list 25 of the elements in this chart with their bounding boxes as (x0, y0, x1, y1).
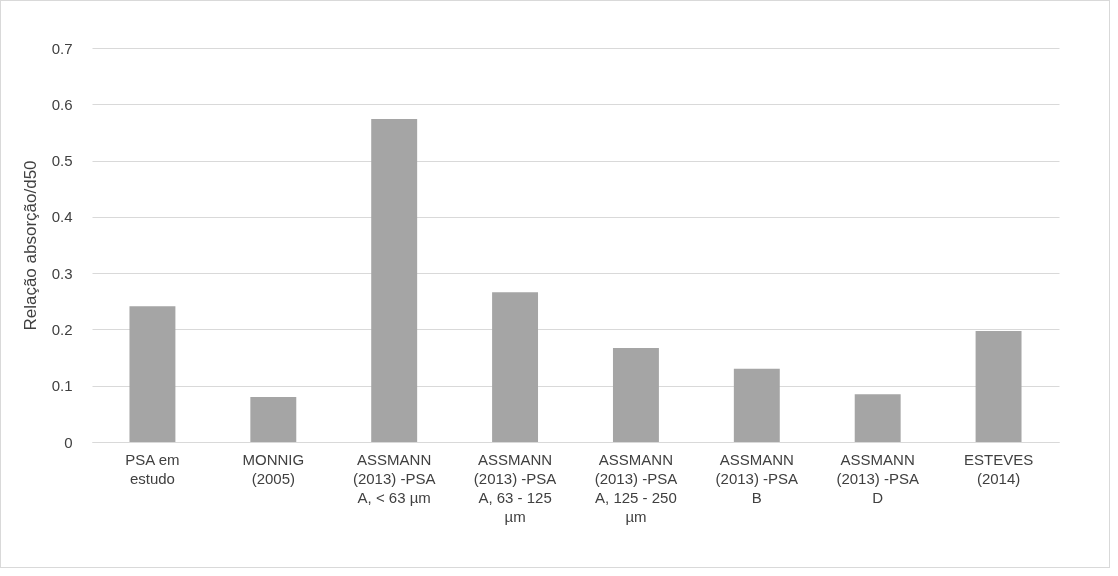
y-tick-label: 0.6 (51, 95, 73, 113)
x-tick-label: ASSMANN (2013) -PSA A, 63 - 125 µm (473, 450, 557, 525)
y-axis-title: Relação absorção/d50 (20, 160, 40, 331)
y-tick-label: 0 (64, 433, 73, 451)
y-tick-label: 0.1 (51, 377, 73, 395)
bar (250, 396, 297, 442)
bar (854, 394, 901, 442)
bar (975, 331, 1022, 442)
x-tick-label: ASSMANN (2013) -PSA D (836, 450, 919, 506)
bar (733, 368, 780, 442)
y-tick-label: 0.5 (51, 152, 73, 170)
y-tick-label: 0.4 (51, 208, 73, 226)
bar (492, 292, 539, 442)
x-tick-label: ASSMANN (2013) -PSA A, < 63 µm (352, 450, 436, 506)
y-tick-label: 0.3 (51, 264, 73, 282)
bar (129, 306, 176, 442)
bar (371, 118, 418, 442)
x-tick-label: ASSMANN (2013) -PSA A, 125 - 250 µm (594, 450, 678, 525)
y-tick-label: 0.7 (51, 39, 73, 57)
x-tick-label: ASSMANN (2013) -PSA B (715, 450, 799, 506)
y-tick-label: 0.2 (51, 320, 73, 338)
bar (612, 348, 659, 442)
x-tick-label: ESTEVES (2014) (963, 450, 1034, 487)
x-tick-label: PSA em estudo (125, 450, 180, 487)
x-tick-label: MONNIG (2005) (242, 450, 305, 487)
